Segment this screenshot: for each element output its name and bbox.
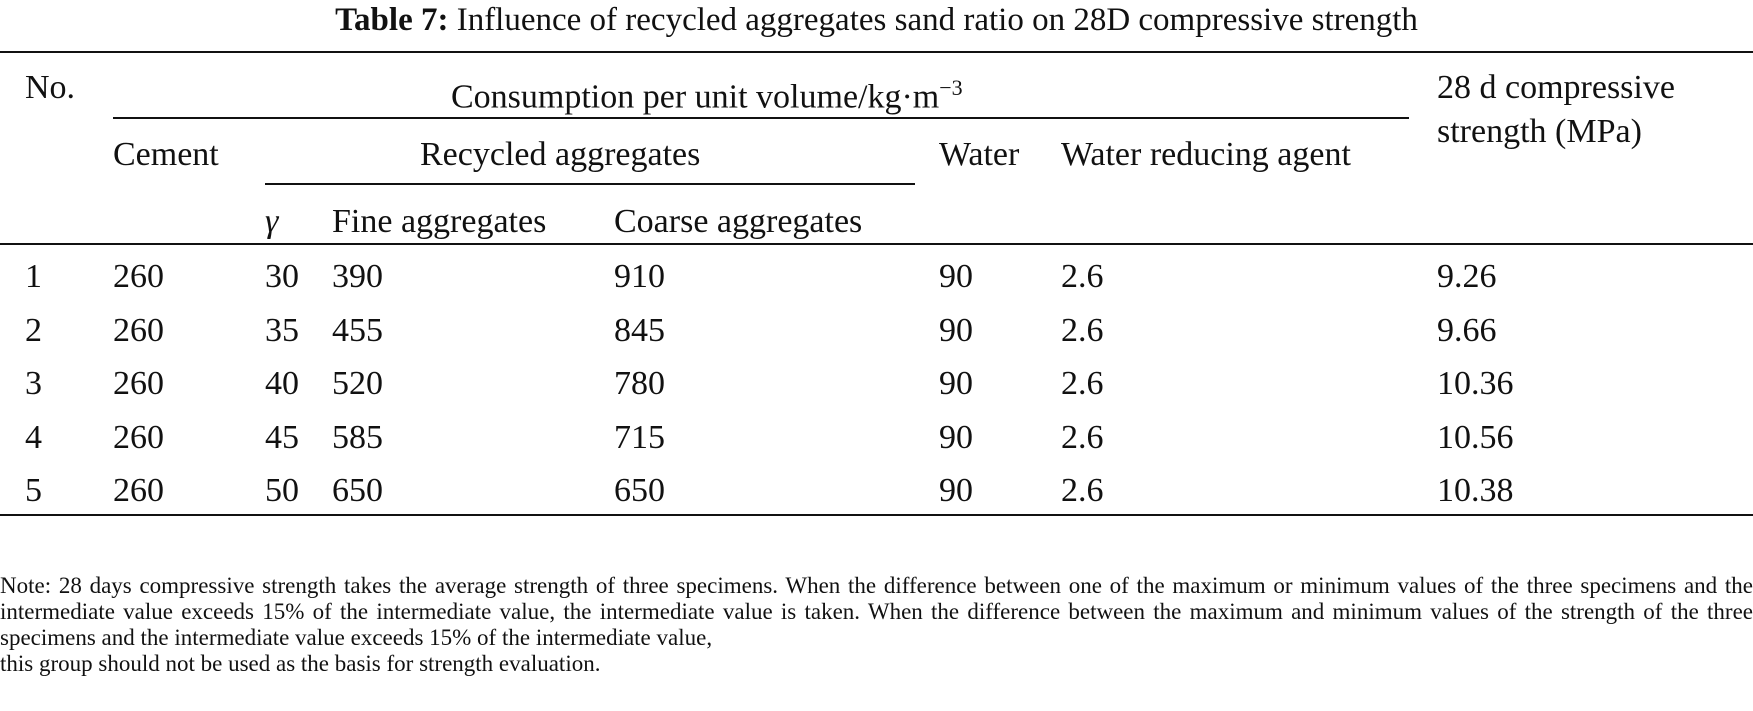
cell-fine: 390 — [332, 258, 383, 295]
header-consumption-exponent: −3 — [939, 75, 963, 100]
header-strength-line1: 28 d compressive — [1437, 69, 1675, 106]
cell-coarse: 845 — [614, 312, 665, 349]
header-bottom-rule — [0, 243, 1753, 245]
table-note: Note: 28 days compressive strength takes… — [0, 573, 1753, 677]
cell-cement: 260 — [113, 258, 164, 295]
table-number: Table 7: — [335, 2, 449, 38]
cell-cement: 260 — [113, 312, 164, 349]
consumption-rule — [113, 117, 1409, 119]
cell-no: 2 — [25, 312, 42, 349]
table-caption: Table 7: Influence of recycled aggregate… — [0, 0, 1753, 40]
cell-agent: 2.6 — [1061, 472, 1104, 509]
cell-fine: 650 — [332, 472, 383, 509]
cell-coarse: 715 — [614, 419, 665, 456]
cell-no: 4 — [25, 419, 42, 456]
cell-gamma: 35 — [265, 312, 299, 349]
header-no: No. — [25, 69, 76, 106]
cell-gamma: 45 — [265, 419, 299, 456]
cell-agent: 2.6 — [1061, 365, 1104, 402]
cell-no: 5 — [25, 472, 42, 509]
header-gamma: γ — [265, 203, 279, 240]
recycled-rule — [265, 183, 915, 185]
header-water: Water — [939, 136, 1020, 173]
cell-water: 90 — [939, 365, 973, 402]
cell-gamma: 30 — [265, 258, 299, 295]
header-recycled-aggregates: Recycled aggregates — [420, 136, 701, 173]
cell-strength: 9.26 — [1437, 258, 1497, 295]
header-strength-line2: strength (MPa) — [1437, 113, 1642, 150]
cell-agent: 2.6 — [1061, 258, 1104, 295]
header-coarse-aggregates: Coarse aggregates — [614, 203, 863, 240]
cell-agent: 2.6 — [1061, 419, 1104, 456]
cell-water: 90 — [939, 258, 973, 295]
cell-coarse: 780 — [614, 365, 665, 402]
cell-agent: 2.6 — [1061, 312, 1104, 349]
cell-water: 90 — [939, 472, 973, 509]
cell-no: 3 — [25, 365, 42, 402]
header-water-reducing-agent: Water reducing agent — [1061, 136, 1351, 173]
table-title: Influence of recycled aggregates sand ra… — [456, 2, 1418, 38]
bottom-rule — [0, 514, 1753, 516]
cell-gamma: 50 — [265, 472, 299, 509]
table-note-text: Note: 28 days compressive strength takes… — [0, 573, 1753, 650]
cell-coarse: 650 — [614, 472, 665, 509]
cell-cement: 260 — [113, 365, 164, 402]
cell-no: 1 — [25, 258, 42, 295]
cell-strength: 10.36 — [1437, 365, 1514, 402]
cell-fine: 455 — [332, 312, 383, 349]
header-consumption: Consumption per unit volume/kg·m−3 — [451, 68, 963, 117]
cell-fine: 585 — [332, 419, 383, 456]
header-consumption-text: Consumption per unit volume/kg·m — [451, 78, 940, 116]
header-cement: Cement — [113, 136, 219, 173]
cell-cement: 260 — [113, 472, 164, 509]
cell-gamma: 40 — [265, 365, 299, 402]
cell-fine: 520 — [332, 365, 383, 402]
cell-water: 90 — [939, 312, 973, 349]
cell-coarse: 910 — [614, 258, 665, 295]
cell-strength: 10.56 — [1437, 419, 1514, 456]
cell-strength: 10.38 — [1437, 472, 1514, 509]
table-note-last-line: this group should not be used as the bas… — [0, 651, 601, 676]
top-rule — [0, 51, 1753, 53]
cell-strength: 9.66 — [1437, 312, 1497, 349]
cell-water: 90 — [939, 419, 973, 456]
cell-cement: 260 — [113, 419, 164, 456]
header-fine-aggregates: Fine aggregates — [332, 203, 547, 240]
